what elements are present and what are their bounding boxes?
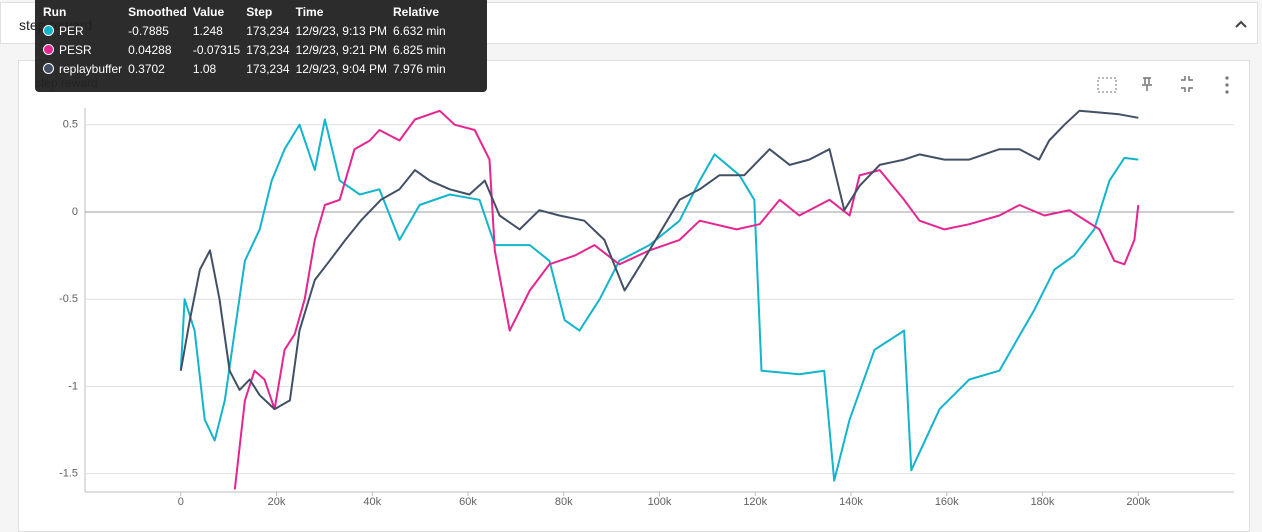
y-tick-label: -1 <box>68 380 78 392</box>
x-tick-label: 80k <box>555 496 573 508</box>
tooltip-cell: -0.7885 <box>128 24 169 38</box>
tooltip-cell: 6.825 min <box>393 43 446 57</box>
legend-dot <box>43 63 54 74</box>
tooltip-row: PESR 0.04288 -0.07315 173,234 12/9/23, 9:21 … <box>43 41 452 60</box>
x-tick-label: 120k <box>743 496 767 508</box>
legend-name: PER <box>59 24 84 38</box>
x-tick-label: 200k <box>1126 496 1150 508</box>
menu-button[interactable] <box>1225 76 1229 94</box>
x-tick-label: 180k <box>1031 496 1055 508</box>
series-line <box>179 118 1139 482</box>
column-header: Relative <box>393 5 440 19</box>
x-tick-label: 160k <box>935 496 959 508</box>
tooltip-cell: 0.04288 <box>128 43 172 57</box>
x-tick-label: 60k <box>459 496 477 508</box>
collapse-icon[interactable] <box>1233 16 1249 32</box>
series-line <box>179 109 1139 411</box>
header-row: Run Smoothed Value Step Time Relative <box>43 4 452 22</box>
legend-dot <box>43 44 54 55</box>
tooltip-cell: 173,234 <box>246 43 290 57</box>
tooltip-cell: 1.248 <box>192 24 223 38</box>
x-tick-label: 0 <box>178 496 184 508</box>
tooltip-cell: 1.08 <box>192 62 217 76</box>
x-tick-label: 40k <box>363 496 381 508</box>
x-tick-label: 20k <box>268 496 286 508</box>
pin-button[interactable] <box>1142 77 1152 91</box>
y-tick-label: -1.5 <box>59 468 78 480</box>
tooltip-cell: PER <box>43 22 128 41</box>
y-tick-label: -0.5 <box>59 293 78 305</box>
tooltip-cell: 0.3702 <box>128 62 165 76</box>
tooltip-cell: 173,234 <box>246 62 290 76</box>
tooltip-cell: 6.632 min <box>393 24 446 38</box>
column-header: Value <box>192 5 225 19</box>
y-tick-label: 0.5 <box>63 119 78 131</box>
legend-name: PESR <box>59 43 92 57</box>
tooltip-cell: 12/9/23, 9:04 PM <box>295 62 387 76</box>
legend-dot <box>43 25 54 36</box>
legend-name: replaybuffer <box>59 62 123 76</box>
tooltip-cell: replaybuffer <box>43 60 128 79</box>
column-header: Step <box>246 5 273 19</box>
x-tick-label: 100k <box>648 496 672 508</box>
tooltip-table: Run Smoothed Value Step Time Relative PER -0.78… <box>43 4 452 79</box>
x-tick-label: 140k <box>839 496 863 508</box>
tooltip-row: PER -0.7885 1.248 173,234 12/9/23, 9:13 PM 6.… <box>43 22 452 41</box>
tooltip-cell: 7.976 min <box>393 62 446 76</box>
tooltip-row: replaybuffer 0.3702 1.08 173,234 12/9/23, 9:… <box>43 60 452 79</box>
tooltip: Run Smoothed Value Step Time Relative PER -0.78… <box>35 0 487 92</box>
toolbar <box>1097 76 1229 94</box>
tooltip-cell: -0.07315 <box>192 43 241 57</box>
y-tick-label: 0 <box>72 206 78 218</box>
tooltip-cell: 12/9/23, 9:21 PM <box>295 43 387 57</box>
column-header: Time <box>295 5 324 19</box>
fullscreen-button[interactable] <box>1181 76 1193 92</box>
tooltip-cell: 173,234 <box>246 24 290 38</box>
tooltip-cell: PESR <box>43 41 128 60</box>
chart-card <box>18 60 1250 532</box>
column-header: Smoothed <box>128 5 187 19</box>
fit-domain-button[interactable] <box>1097 77 1117 93</box>
series-line <box>233 109 1140 490</box>
tooltip-cell: 12/9/23, 9:13 PM <box>295 24 387 38</box>
plot-lines <box>179 109 1140 490</box>
column-header: Run <box>43 5 67 19</box>
